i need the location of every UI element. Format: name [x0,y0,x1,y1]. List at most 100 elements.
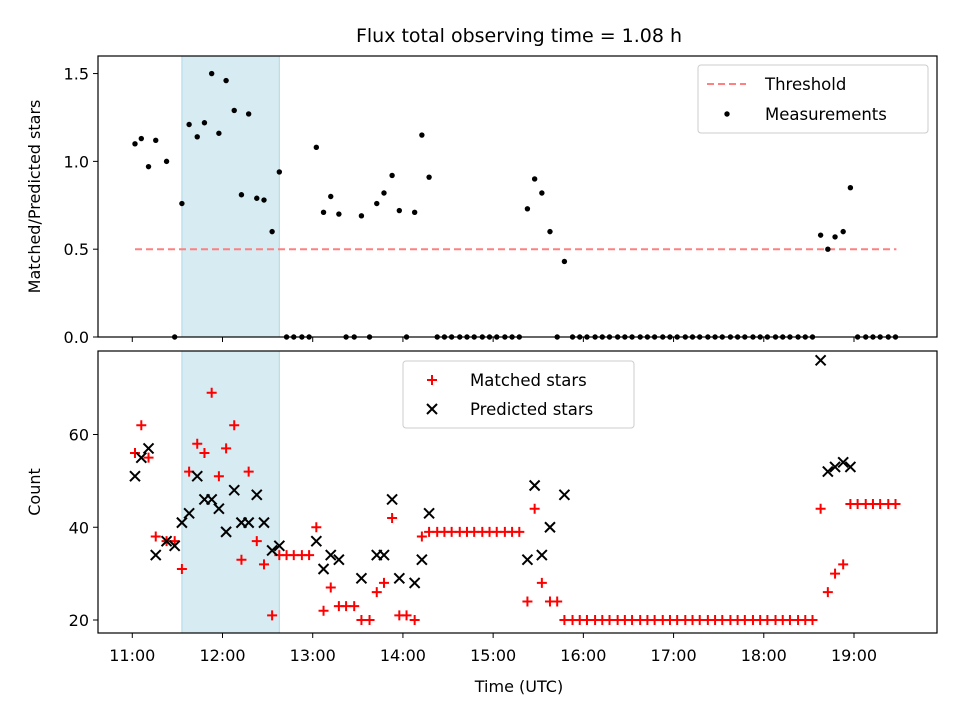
matched-star-point [822,587,833,598]
x-tick-label: 18:00 [741,646,787,665]
matched-star-point [830,568,841,579]
matched-star-point [221,443,232,454]
predicted-star-point [228,484,240,496]
matched-star-point [318,605,329,616]
matched-star-point [243,466,254,477]
measurement-point [381,190,387,196]
matched-star-point [371,587,382,598]
legend-threshold-label: Threshold [764,75,846,94]
predicted-star-point [521,554,534,566]
matched-star-point [199,448,210,459]
legend-predicted-label: Predicted stars [470,400,593,419]
highlight-span [181,56,280,337]
predicted-star-point [310,535,323,547]
y-tick-label: 0.5 [64,240,89,259]
chart-title: Flux total observing time = 1.08 h [356,25,682,47]
matched-star-point [815,503,826,514]
legend-measurement-swatch [724,111,730,117]
predicted-star-point [416,554,428,566]
measurement-point [186,121,192,128]
matched-star-point [325,582,336,593]
predicted-star-point [325,549,337,561]
y-tick-label: 20 [69,611,89,630]
measurement-point [201,120,208,126]
measurement-point [132,141,138,147]
predicted-star-point [558,489,571,501]
predicted-star-point [150,549,162,561]
x-tick-label: 19:00 [831,646,877,665]
matched-star-point [349,601,360,612]
y-tick-label: 60 [69,425,89,444]
measurement-point [216,130,222,136]
predicted-star-point [266,544,278,557]
matched-star-point [236,554,247,565]
measurement-point [223,77,229,84]
predicted-star-point [317,563,330,575]
predicted-star-point [378,549,390,561]
highlight-span [181,351,280,633]
matched-star-point [536,577,547,588]
matched-star-point [229,420,240,431]
measurement-point [847,185,854,191]
predicted-star-point [544,521,556,533]
predicted-star-point [135,451,148,464]
measurement-point [561,258,568,265]
matched-star-point [364,615,375,626]
legend-predicted-swatch [426,403,438,415]
predicted-star-point [423,507,435,520]
matched-star-point [514,526,525,537]
measurement-point [261,197,267,203]
measurement-point [269,228,275,235]
predicted-star-point [333,554,345,566]
x-tick-label: 16:00 [560,646,606,665]
predicted-star-point [242,516,255,529]
matched-star-point [136,420,147,431]
matched-star-point [206,387,217,398]
measurement-point [208,70,215,77]
measurement-point [194,134,200,140]
legend-box [697,64,929,134]
measurement-point [245,111,252,117]
matched-star-point [150,531,161,542]
measurement-point [840,228,846,235]
x-tick-label: 12:00 [199,646,245,665]
predicted-star-point [168,540,181,552]
predicted-star-point [129,470,141,482]
y-tick-label: 40 [69,518,89,537]
measurement-point [231,107,237,114]
x-tick-label: 13:00 [290,646,336,665]
matched-star-point [258,559,269,570]
measurement-point [138,135,145,142]
matched-star-point [807,615,818,626]
matched-star-point [176,563,187,574]
x-tick-label: 15:00 [470,646,516,665]
measurement-point [419,132,425,138]
legend-matched-swatch [427,375,437,385]
matched-star-point [378,577,389,588]
measurement-point [817,232,824,238]
predicted-star-point [183,507,195,520]
matched-star-point [838,559,849,570]
measurement-point [524,206,531,212]
matched-star-point [409,615,420,626]
measurement-point [825,246,831,252]
matched-star-point [522,596,533,607]
predicted-star-point [176,516,188,529]
x-tick-label: 17:00 [651,646,697,665]
matched-star-point [311,522,322,533]
legend-box [402,360,635,429]
legend-matched-label: Matched stars [470,371,587,390]
y-axis-label: Count [25,468,44,516]
matched-star-point [552,596,563,607]
predicted-star-point [837,456,849,469]
predicted-star-point [528,479,541,492]
measurement-point [539,190,545,196]
y-tick-label: 0.0 [64,328,89,347]
x-tick-label: 11:00 [109,646,155,665]
predicted-star-point [258,516,270,529]
top-panel-ratio: 0.0 0.5 1.0 1.5 Matched/Predicted stars Thres… [25,55,938,347]
legend-top: Threshold Measurements [697,64,929,134]
predicted-star-point [386,493,398,506]
predicted-star-point [142,442,155,455]
